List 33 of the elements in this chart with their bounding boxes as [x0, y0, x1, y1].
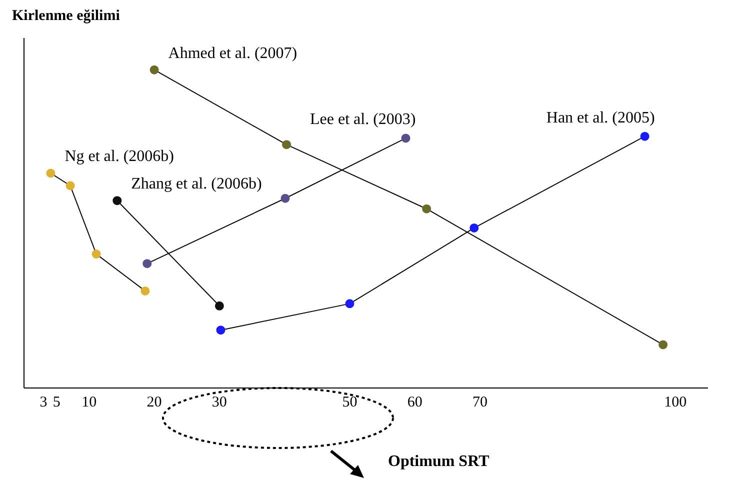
point — [658, 340, 668, 350]
x-tick-label: 3 — [40, 394, 48, 411]
point — [422, 204, 432, 214]
y-axis-title: Kirlenme eğilimi — [11, 8, 121, 26]
point — [150, 65, 159, 74]
point — [401, 134, 410, 143]
x-tick-label: 100 — [664, 394, 687, 411]
point — [216, 326, 226, 335]
point — [280, 194, 290, 203]
point — [46, 168, 56, 178]
point — [142, 259, 152, 268]
x-tick-label: 5 — [52, 394, 60, 411]
series-label: Lee et al. (2003) — [310, 111, 416, 128]
point — [92, 250, 101, 259]
series-label: Ng et al. (2006b) — [64, 148, 174, 166]
series-label: Zhang et al. (2006b) — [131, 176, 262, 193]
series-label: Han et al. (2005) — [546, 109, 655, 126]
point — [640, 132, 650, 141]
point — [140, 286, 150, 296]
x-tick-label: 10 — [82, 394, 97, 411]
text: Optimum SRT — [388, 453, 490, 471]
x-tick-label: 50 — [342, 394, 358, 411]
point — [112, 196, 122, 206]
point — [282, 140, 292, 150]
point — [345, 299, 354, 308]
x-tick-label: 70 — [472, 394, 488, 411]
point — [470, 223, 479, 232]
point — [66, 181, 75, 190]
x-tick-label: 20 — [146, 394, 162, 411]
x-tick-label: 60 — [407, 394, 422, 411]
series-label: Ahmed et al. (2007) — [168, 44, 298, 62]
x-tick-label: 30 — [212, 394, 227, 411]
point — [214, 301, 224, 310]
